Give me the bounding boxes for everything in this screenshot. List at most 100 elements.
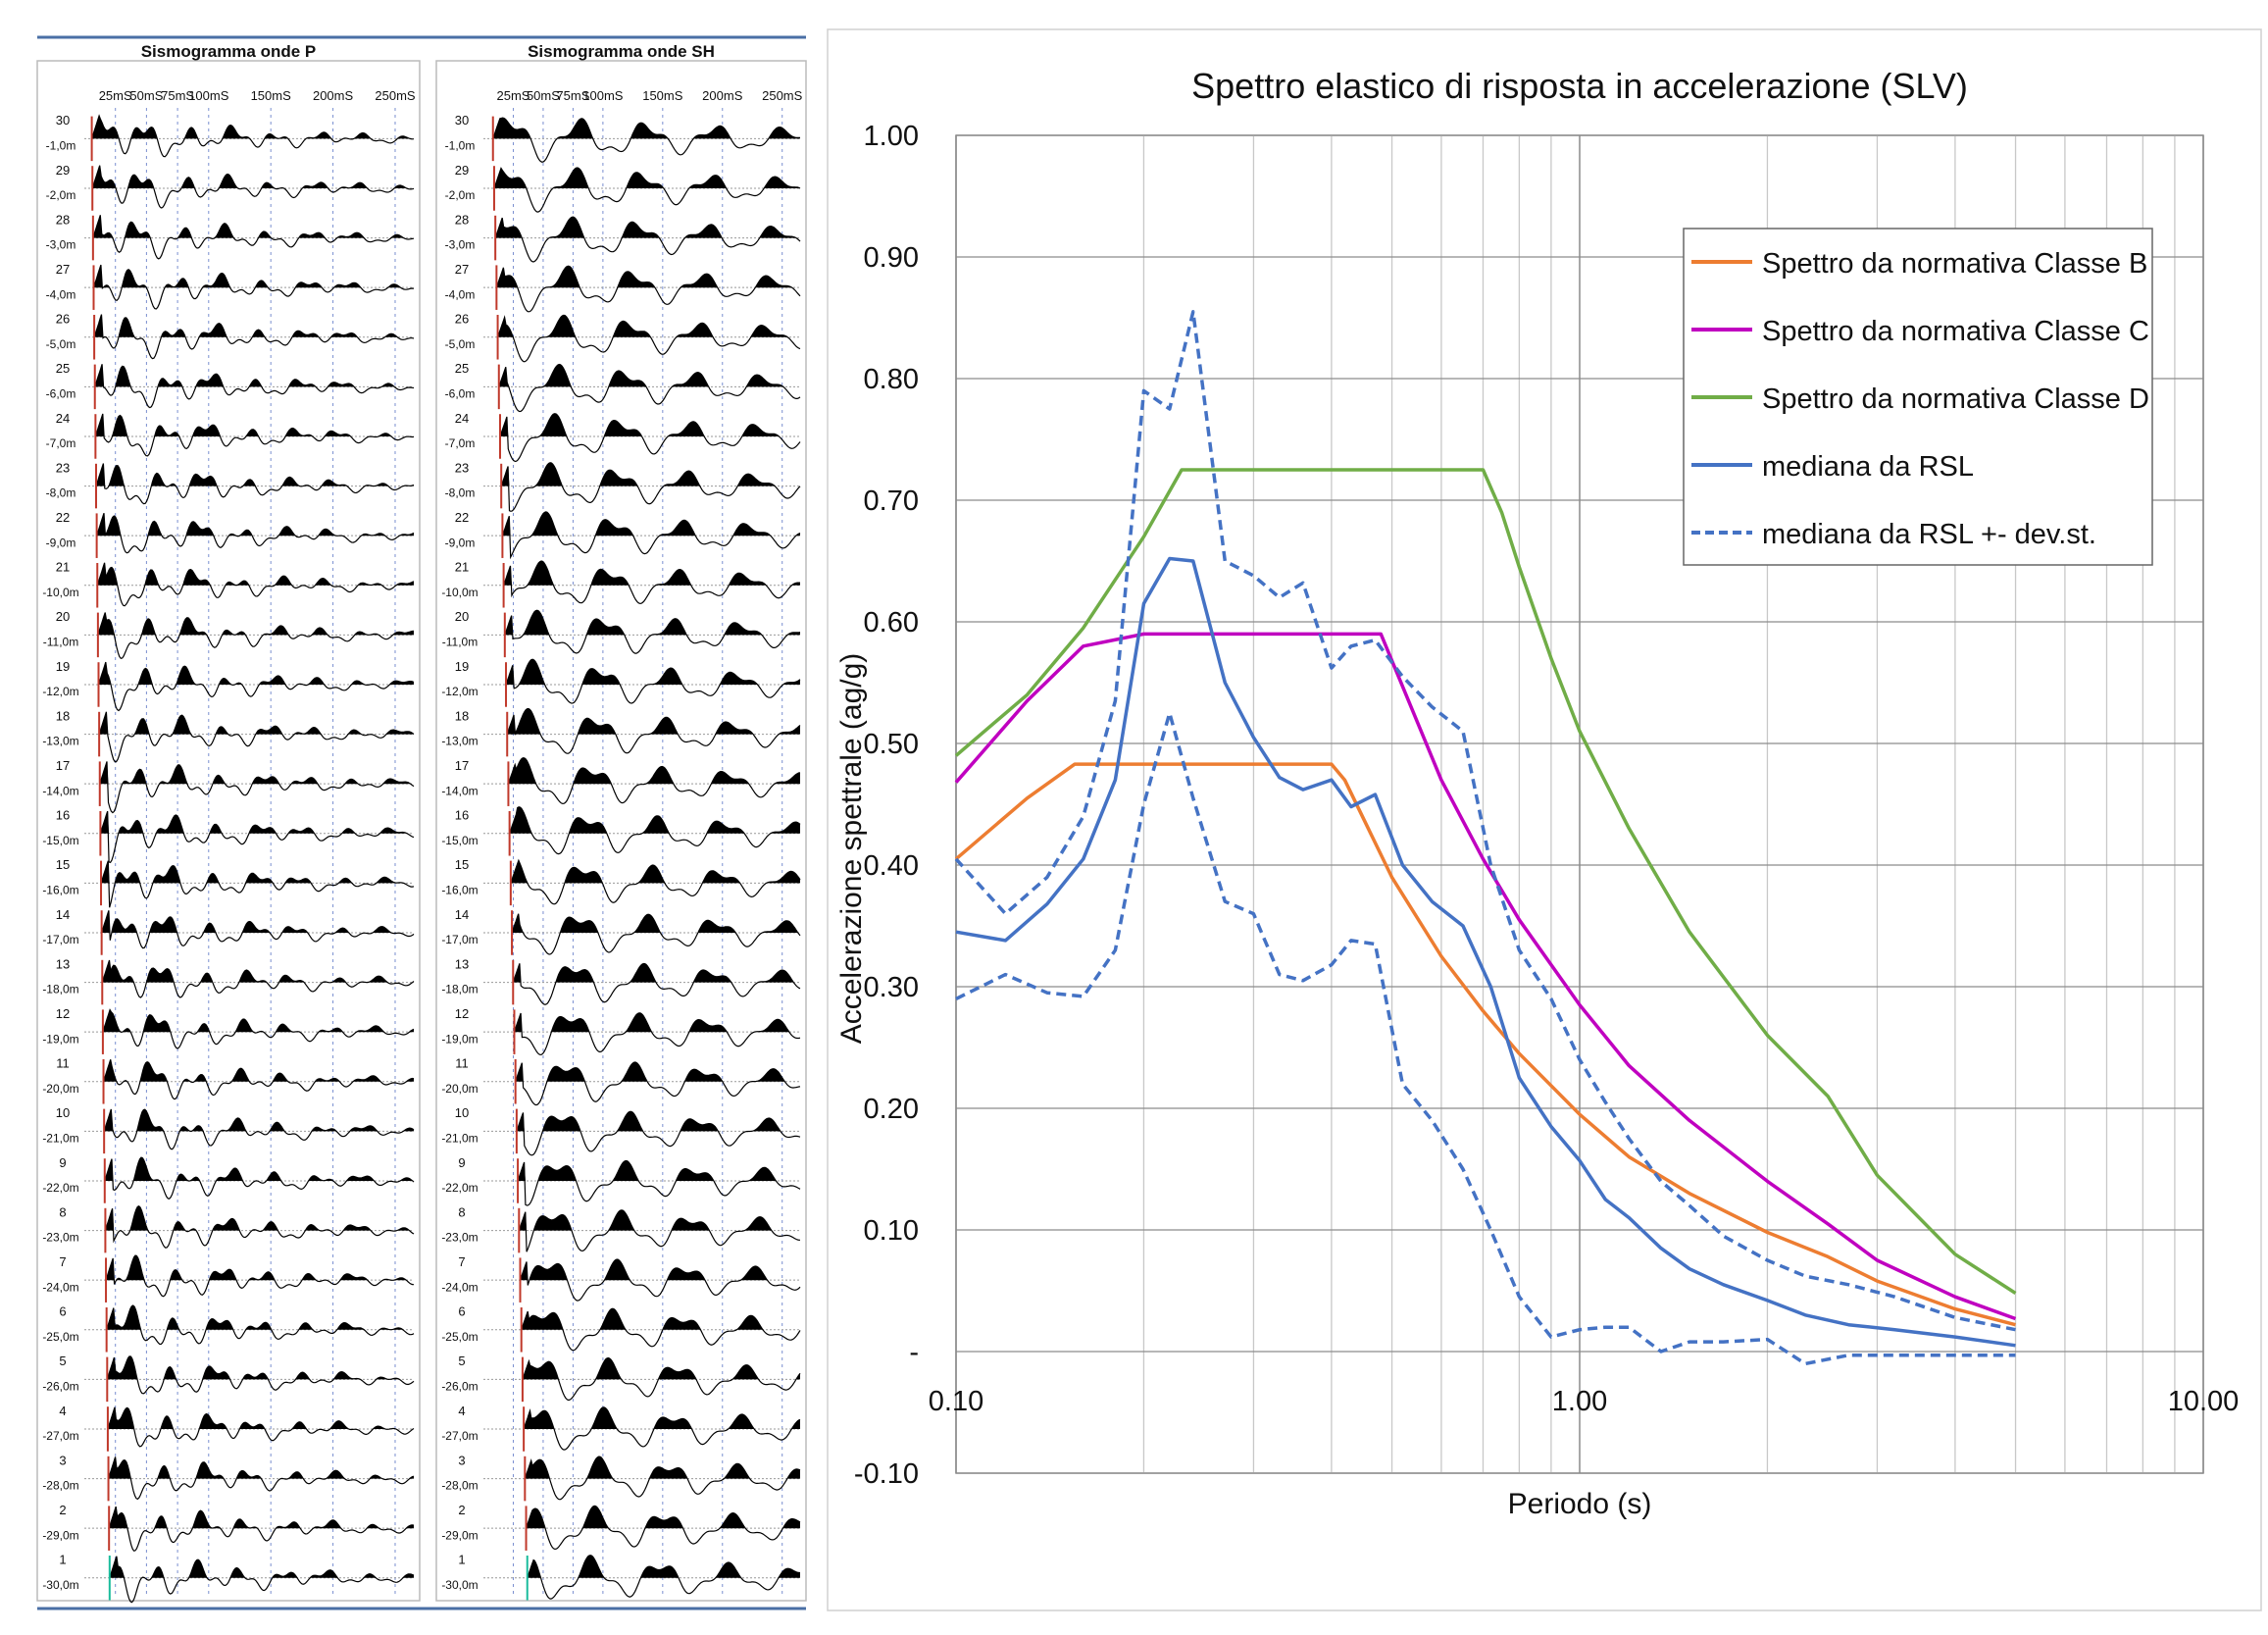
trace-depth: -29,0m	[441, 1528, 478, 1542]
trace-number: 12	[56, 1006, 70, 1021]
trace-positive-fill	[509, 806, 800, 834]
trace-waveform	[91, 114, 415, 158]
trace-number: 14	[455, 907, 469, 922]
trace-depth: -6,0m	[445, 387, 476, 401]
legend-label: Spettro da normativa Classe B	[1762, 248, 2147, 280]
trace-number: 17	[56, 758, 70, 773]
trace-2: 2 -29,0m	[441, 1503, 801, 1551]
time-tick-label: 250mS	[375, 88, 416, 103]
trace-number: 4	[458, 1404, 465, 1418]
trace-waveform	[101, 959, 415, 998]
legend-label: Spettro da normativa Classe C	[1762, 316, 2149, 347]
trace-positive-fill	[520, 1259, 800, 1281]
y-tick-label: 0.70	[864, 485, 919, 517]
trace-waveform	[504, 609, 801, 654]
y-tick-label: 0.50	[864, 729, 919, 760]
trace-waveform	[516, 1110, 801, 1156]
trace-waveform	[505, 658, 801, 704]
trace-positive-fill	[525, 1456, 800, 1479]
trace-positive-fill	[519, 1209, 800, 1231]
trace-waveform	[91, 165, 415, 209]
trace-19: 19 -12,0m	[441, 658, 801, 707]
trace-positive-fill	[496, 266, 800, 288]
trace-depth: -30,0m	[441, 1578, 478, 1592]
trace-2: 2 -29,0m	[42, 1503, 415, 1552]
trace-positive-fill	[100, 811, 415, 834]
trace-17: 17 -14,0m	[42, 758, 415, 814]
x-tick-label: 10.00	[2168, 1386, 2240, 1417]
trace-depth: -22,0m	[441, 1181, 478, 1195]
time-tick-label: 250mS	[762, 88, 803, 103]
trace-14: 14 -17,0m	[441, 907, 801, 955]
trace-30: 30 -1,0m	[445, 113, 800, 163]
trace-waveform	[497, 314, 801, 363]
trace-waveform	[493, 167, 801, 213]
trace-number: 6	[59, 1304, 66, 1319]
trace-waveform	[97, 612, 415, 659]
trace-depth: -20,0m	[42, 1082, 78, 1096]
trace-number: 4	[59, 1404, 66, 1418]
trace-number: 25	[455, 361, 469, 376]
trace-waveform	[96, 513, 415, 554]
trace-6: 6 -25,0m	[42, 1304, 415, 1353]
trace-number: 25	[56, 361, 70, 376]
trace-depth: -6,0m	[46, 387, 76, 401]
trace-depth: -20,0m	[441, 1082, 478, 1096]
y-tick-label: 0.10	[864, 1215, 919, 1247]
trace-23: 23 -8,0m	[46, 460, 415, 509]
trace-positive-fill	[93, 265, 414, 288]
trace-positive-fill	[497, 315, 800, 337]
trace-number: 29	[455, 163, 469, 178]
trace-depth: -4,0m	[445, 287, 476, 301]
trace-29: 29 -2,0m	[46, 163, 415, 211]
y-tick-label: 0.30	[864, 972, 919, 1003]
trace-positive-fill	[94, 314, 414, 337]
trace-21: 21 -10,0m	[441, 560, 800, 608]
trace-depth: -21,0m	[441, 1132, 478, 1146]
trace-depth: -17,0m	[441, 933, 478, 946]
trace-positive-fill	[101, 910, 414, 933]
y-axis-label: Accelerazione spettrale (ag/g)	[835, 653, 868, 1045]
trace-number: 16	[56, 808, 70, 823]
trace-number: 22	[56, 510, 70, 525]
trace-positive-fill	[95, 413, 415, 436]
time-tick-label: 25mS	[496, 88, 529, 103]
trace-depth: -10,0m	[441, 586, 478, 599]
trace-8: 8 -23,0m	[441, 1204, 800, 1253]
trace-waveform	[503, 560, 800, 604]
trace-number: 22	[455, 510, 469, 525]
y-tick-label: 0.60	[864, 607, 919, 639]
trace-4: 4 -27,0m	[441, 1404, 801, 1452]
y-tick-label: 0.20	[864, 1094, 919, 1125]
trace-depth: -23,0m	[42, 1231, 78, 1245]
trace-positive-fill	[518, 1160, 800, 1181]
trace-depth: -12,0m	[42, 685, 78, 698]
trace-waveform	[492, 117, 800, 163]
trace-waveform	[501, 511, 801, 560]
trace-8: 8 -23,0m	[42, 1204, 415, 1253]
trace-waveform	[495, 265, 801, 313]
trace-10: 10 -21,0m	[42, 1105, 415, 1154]
trace-waveform	[522, 1356, 801, 1401]
trace-waveform	[108, 1506, 415, 1552]
trace-number: 27	[455, 262, 469, 277]
trace-number: 19	[455, 659, 469, 674]
trace-5: 5 -26,0m	[42, 1354, 415, 1403]
trace-number: 2	[59, 1503, 66, 1517]
trace-positive-fill	[503, 561, 800, 586]
trace-waveform	[525, 1505, 801, 1551]
series-line-6	[955, 711, 2016, 1366]
trace-4: 4 -27,0m	[42, 1404, 415, 1452]
trace-26: 26 -5,0m	[46, 312, 415, 360]
trace-positive-fill	[106, 1255, 414, 1281]
trace-depth: -17,0m	[42, 933, 78, 946]
y-tick-label: 1.00	[864, 121, 919, 152]
trace-depth: -11,0m	[442, 636, 478, 649]
trace-number: 9	[59, 1155, 66, 1170]
trace-positive-fill	[510, 860, 800, 884]
trace-number: 13	[56, 956, 70, 971]
trace-depth: -29,0m	[42, 1528, 78, 1542]
trace-number: 8	[59, 1204, 66, 1219]
trace-depth: -30,0m	[42, 1578, 78, 1592]
trace-17: 17 -14,0m	[441, 757, 801, 806]
